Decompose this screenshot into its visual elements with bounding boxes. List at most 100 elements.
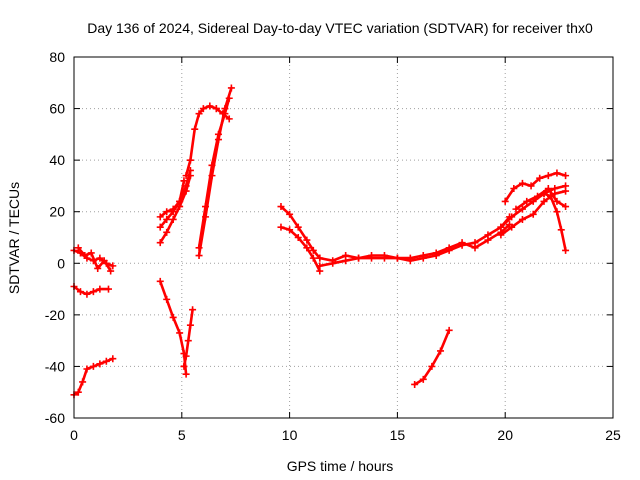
data-point	[96, 254, 104, 262]
data-point	[428, 362, 436, 370]
data-point	[536, 174, 544, 182]
data-point	[180, 362, 188, 370]
data-point	[156, 223, 164, 231]
data-point	[316, 254, 324, 262]
grid	[74, 57, 613, 418]
data-point	[208, 161, 216, 169]
data-point	[180, 177, 188, 185]
data-point	[553, 208, 561, 216]
data-point	[87, 249, 95, 257]
data-point	[527, 182, 535, 190]
data-point	[342, 252, 350, 260]
series-seg-v	[542, 192, 567, 252]
data-point	[303, 236, 311, 244]
data-point	[512, 205, 520, 213]
data-point	[445, 244, 453, 252]
series-seg-w	[413, 328, 451, 386]
data-point	[540, 190, 548, 198]
data-point	[163, 215, 171, 223]
data-point	[225, 115, 233, 123]
data-point	[529, 210, 537, 218]
data-point	[518, 215, 526, 223]
data-point	[107, 267, 115, 275]
data-point	[518, 205, 526, 213]
data-point	[393, 254, 401, 262]
data-point	[510, 185, 518, 193]
data-series	[70, 84, 570, 399]
data-point	[553, 197, 561, 205]
y-tick-label: 20	[49, 204, 65, 220]
data-point	[380, 252, 388, 260]
series-seg-l	[197, 97, 231, 250]
data-point	[219, 110, 227, 118]
data-point	[104, 285, 112, 293]
data-point	[102, 357, 110, 365]
series-seg-b	[77, 246, 112, 273]
data-point	[540, 197, 548, 205]
data-point	[419, 375, 427, 383]
y-tick-label: 40	[49, 152, 65, 168]
data-point	[169, 205, 177, 213]
series-seg-c	[72, 285, 110, 296]
data-point	[445, 326, 453, 334]
data-point	[163, 228, 171, 236]
plot-frame	[73, 56, 614, 419]
data-point	[294, 234, 302, 241]
data-point	[109, 355, 117, 363]
y-tick-label: -60	[45, 410, 65, 426]
data-point	[368, 252, 376, 260]
data-point	[212, 105, 220, 113]
data-point	[191, 125, 199, 133]
data-point	[214, 130, 222, 138]
data-point	[176, 197, 184, 205]
data-point	[163, 208, 171, 216]
data-point	[544, 185, 552, 193]
data-point	[286, 210, 294, 218]
data-point	[329, 257, 337, 265]
data-point	[182, 172, 190, 180]
series-seg-p	[318, 215, 511, 268]
data-point	[184, 337, 192, 345]
data-point	[411, 380, 419, 388]
data-point	[406, 254, 414, 262]
data-point	[89, 362, 97, 370]
data-point	[419, 252, 427, 260]
x-tick-label: 10	[282, 427, 298, 443]
data-point	[508, 223, 516, 231]
data-point	[286, 226, 294, 234]
data-point	[74, 388, 82, 396]
data-point	[546, 192, 554, 200]
data-point	[156, 277, 164, 285]
data-point	[277, 203, 285, 211]
data-point	[309, 254, 317, 262]
data-point	[79, 378, 87, 386]
data-point	[81, 252, 89, 260]
data-point	[501, 197, 509, 205]
data-point	[176, 329, 184, 337]
data-point	[202, 203, 210, 211]
data-point	[557, 226, 565, 234]
series-seg-h	[158, 279, 188, 376]
data-point	[277, 223, 285, 231]
data-point	[169, 313, 177, 321]
series-seg-q	[318, 223, 511, 263]
data-point	[553, 169, 561, 177]
data-point	[76, 288, 84, 296]
y-tick-label: -40	[45, 358, 65, 374]
y-tick-label: 80	[49, 49, 65, 65]
data-point	[484, 236, 492, 244]
data-point	[471, 244, 479, 252]
series-seg-u	[514, 187, 567, 211]
data-point	[497, 223, 505, 231]
x-tick-label: 0	[70, 427, 78, 443]
y-tick-label: 60	[49, 101, 65, 117]
x-tick-label: 5	[178, 427, 186, 443]
data-point	[523, 197, 531, 205]
data-point	[562, 172, 570, 180]
data-point	[94, 264, 102, 272]
data-point	[199, 105, 207, 113]
data-point	[83, 365, 91, 373]
data-point	[169, 215, 177, 223]
data-point	[458, 239, 466, 247]
data-point	[109, 262, 117, 270]
